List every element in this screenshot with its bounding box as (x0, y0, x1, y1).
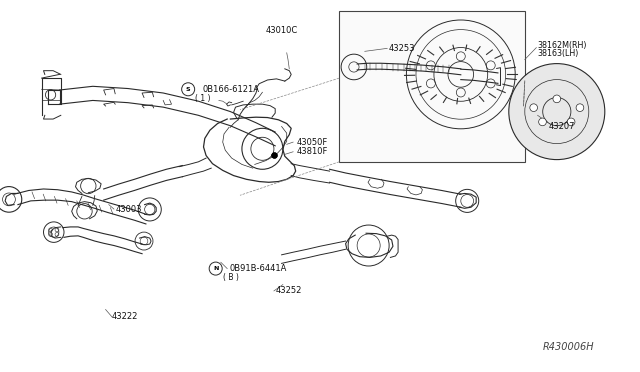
Circle shape (576, 104, 584, 112)
Text: 43253: 43253 (388, 44, 415, 53)
Text: 38163(LH): 38163(LH) (538, 49, 579, 58)
Text: ( 1 ): ( 1 ) (195, 94, 211, 103)
Text: 43010C: 43010C (266, 26, 298, 35)
Text: N: N (213, 266, 218, 271)
Circle shape (539, 118, 547, 126)
Circle shape (509, 64, 605, 160)
Circle shape (567, 118, 575, 126)
Circle shape (182, 83, 195, 96)
Text: S: S (186, 87, 191, 92)
Text: 0B166-6121A: 0B166-6121A (202, 85, 259, 94)
Text: 43252: 43252 (275, 286, 301, 295)
Text: 43810F: 43810F (296, 147, 328, 156)
Text: ( B ): ( B ) (223, 273, 239, 282)
Circle shape (209, 262, 222, 275)
Text: 43222: 43222 (112, 312, 138, 321)
Text: 43207: 43207 (549, 122, 575, 131)
Circle shape (530, 104, 538, 112)
Circle shape (553, 95, 561, 103)
Text: R430006H: R430006H (543, 341, 595, 352)
Text: 38162M(RH): 38162M(RH) (538, 41, 587, 50)
Text: 43050F: 43050F (296, 138, 328, 147)
Bar (339, 11, 525, 162)
Text: 0B91B-6441A: 0B91B-6441A (229, 264, 287, 273)
Text: 43003: 43003 (115, 205, 141, 214)
